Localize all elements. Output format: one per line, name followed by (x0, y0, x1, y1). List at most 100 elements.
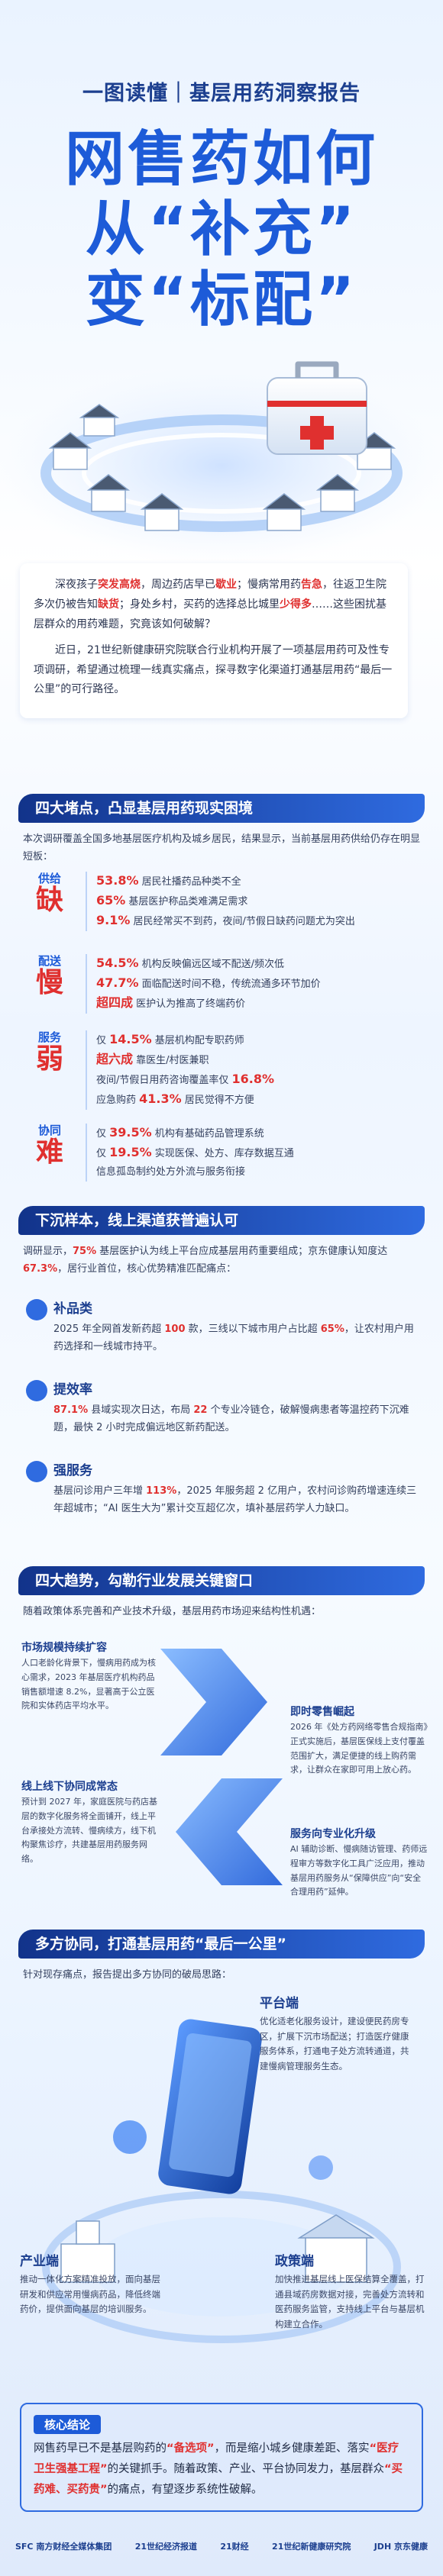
group-label-small: 配送 (37, 954, 61, 968)
group-item: 47.7% 面临配送时间不稳，传统流通多环节加价 (96, 974, 431, 994)
text: 夜间/节假日用药咨询覆盖率仅 (96, 1075, 232, 1086)
group-label-big: 弱 (35, 1043, 63, 1075)
group-items: 仅 14.5% 基层机构配专职药师 超六成 靠医生/村医兼职 夜间/节假日用药咨询覆… (86, 1030, 431, 1110)
group-label: 配送慢 (23, 953, 76, 998)
text: 居民社播药品种类不全 (138, 876, 241, 888)
point-body: 基层问诊用户三年增 113%，2025 年服务超 2 亿用户，农村问诊购药增速连… (23, 1482, 420, 1518)
footer-logo: SFC 南方财经全媒体集团 (15, 2542, 112, 2552)
group-label: 协同难 (23, 1122, 76, 1167)
group-items: 54.5% 机构反映偏远区域不配送/频次低 47.7% 面临配送时间不稳，传统流通… (86, 954, 431, 1014)
group-item: 超六成 靠医生/村医兼职 (96, 1050, 431, 1070)
highlight: 告急 (301, 579, 322, 591)
text: ；身处乡村，买药的选择总比城里 (119, 598, 280, 611)
text: 2025 年全网首发新药超 (53, 1323, 165, 1335)
text: 居民经常买不到药，夜间/节假日缺药问题尤为突出 (130, 916, 355, 927)
party: 平台端 优化适老化服务设计，建设便民药房专区，扩展下沉市场配送；打造医疗健康服务体… (260, 1994, 412, 2074)
subtitle: 一图读懂｜基层用药洞察报告 (82, 82, 361, 105)
trend-title: 市场规模持续扩容 (21, 1642, 107, 1654)
text: 机构有基础药品管理系统 (151, 1128, 264, 1140)
intro-paragraph: 深夜孩子突发高烧，周边药店早已歇业；慢病常用药告急，往返卫生院多次仍被告知缺货；… (34, 575, 394, 635)
text: 调研显示， (23, 1246, 73, 1257)
text: 信息孤岛制约处方外流与服务衔接 (96, 1166, 246, 1178)
group-item: 65% 基层医护称品类难满足需求 (96, 891, 431, 911)
highlight: 歇业 (215, 579, 237, 591)
group-label-big: 慢 (35, 967, 63, 998)
cooperation-art (42, 2019, 401, 2343)
point-body: 2025 年全网首发新药超 100 款，三线以下城市用户占比超 65%，让农村用… (23, 1320, 420, 1356)
highlight: 少得多 (280, 598, 312, 611)
highlight: 41.3% (139, 1091, 182, 1106)
highlight: 53.8% (96, 873, 139, 888)
conclusion: 核心结论 网售药早已不是基层购药的“备选项”，而是缩小城乡健康差距、落实“医疗卫… (20, 2403, 423, 2513)
group-item: 超四成 医护认为推高了终端药价 (96, 994, 431, 1014)
highlight: 缺货 (98, 598, 119, 611)
group-item: 应急购药 41.3% 居民觉得不方便 (96, 1090, 431, 1110)
party-title: 平台端 (260, 1996, 299, 2011)
highlight: “备选项” (167, 2442, 215, 2455)
footer: SFC 南方财经全媒体集团 21世纪经济报道 21财经 21世纪新健康研究院 JDH 京… (15, 2540, 428, 2552)
group-item: 夜间/节假日用药咨询覆盖率仅 16.8% (96, 1070, 431, 1090)
point-icon (26, 1299, 47, 1320)
point: 强服务 基层问诊用户三年增 113%，2025 年服务超 2 亿用户，农村问诊购药… (23, 1459, 420, 1518)
trend-title: 服务向专业化升级 (290, 1828, 376, 1840)
group-label-small: 供给 (37, 872, 61, 885)
highlight: 54.5% (96, 956, 139, 970)
highlight: 47.7% (96, 975, 139, 990)
text: ，往返卫生院多次仍被告知 (34, 579, 386, 611)
trend-body: AI 辅助诊断、慢病随访管理、药师远程审方等数字化工具广泛应用，推动基层用药服务… (290, 1844, 428, 1897)
party-body: 推动一体化方案精准投放，面向基层研发和供应常用慢病药品，降低终端药价，提供面向基… (20, 2274, 160, 2315)
highlight: 113% (146, 1485, 177, 1497)
text: 基层医护称品类难满足需求 (125, 896, 248, 908)
text: ；慢病常用药 (237, 579, 301, 591)
trend-body: 2026 年《处方药网络零售合规指南》正式实施后，基层医保线上支付覆盖范围扩大，… (290, 1722, 428, 1775)
party: 产业端 推动一体化方案精准投放，面向基层研发和供应常用慢病药品，降低终端药价，提供… (20, 2252, 165, 2317)
intro-paragraph: 近日，21世纪新健康研究院联合行业机构开展了一项基层用药可及性专项调研，希望通过… (34, 641, 394, 701)
highlight: “买药难、买药贵” (34, 2462, 403, 2496)
group-item: 53.8% 居民社播药品种类不全 (96, 872, 431, 891)
section-header: 四大堵点，凸显基层用药现实困境 (18, 794, 425, 823)
text: 网售药早已不是基层购药的 (34, 2442, 167, 2455)
highlight: 22 (193, 1404, 208, 1416)
trend: 线上线下协同成常态 预计到 2027 年，家庭医院与药店基层的数字化服务将全面铺开… (21, 1778, 159, 1867)
conclusion-body: 网售药早已不是基层购药的“备选项”，而是缩小城乡健康差距、落实“医疗卫生强基工程… (34, 2439, 409, 2500)
party-body: 加快推进基层线上医保结算全覆盖，打通县域药房数据对接，完善处方流转和医药服务监管… (275, 2274, 425, 2329)
footer-logo: 21财经 (220, 2542, 249, 2552)
group-item: 仅 39.5% 机构有基础药品管理系统 (96, 1124, 431, 1143)
text: 款，三线以下城市用户占比超 (185, 1323, 321, 1335)
text: 深夜孩子 (55, 579, 98, 591)
trend-body: 人口老龄化背景下，慢病用药成为核心需求，2023 年基层医疗机构药品销售额增速 … (21, 1658, 156, 1711)
title-line: 从“补充” (85, 195, 358, 264)
group-label-small: 服务 (37, 1030, 61, 1044)
text: 仅 (96, 1035, 110, 1046)
section-lead: 针对现存痛点，报告提出多方协同的破局思路： (23, 1969, 232, 1981)
text: ，周边药店早已 (141, 579, 215, 591)
group-items: 53.8% 居民社播药品种类不全 65% 基层医护称品类难满足需求 9.1% 居民经… (86, 872, 431, 931)
highlight: 75% (73, 1246, 97, 1257)
text: 的痛点，有望逐步系统性破解。 (107, 2483, 263, 2496)
footer-logo: JDH 京东健康 (373, 2542, 428, 2552)
trend-art (160, 1649, 283, 1885)
point-icon (26, 1380, 47, 1401)
highlight: 87.1% (53, 1404, 89, 1416)
intro-card: 深夜孩子突发高烧，周边药店早已歇业；慢病常用药告急，往返卫生院多次仍被告知缺货；… (20, 563, 408, 719)
highlight: 100 (164, 1323, 186, 1335)
text: ，居行业首位，核心优势精准匹配痛点： (57, 1263, 237, 1275)
trend: 即时零售崛起 2026 年《处方药网络零售合规指南》正式实施后，基层医保线上支付覆… (290, 1704, 428, 1778)
group-item: 信息孤岛制约处方外流与服务衔接 (96, 1163, 431, 1182)
highlight: 超六成 (96, 1052, 134, 1066)
point-body: 87.1% 县域实现次日达，布局 22 个专业冷链仓，破解慢病患者等温控药下沉难… (23, 1401, 420, 1437)
text: 居民觉得不方便 (181, 1095, 254, 1106)
trend-title: 即时零售崛起 (290, 1706, 354, 1718)
group-label-big: 缺 (35, 885, 63, 916)
group-label-small: 协同 (37, 1124, 61, 1137)
trend: 市场规模持续扩容人口老龄化背景下，慢病用药成为核心需求，2023 年基层医疗机构… (21, 1639, 159, 1714)
text: 基层机构配专职药师 (151, 1035, 244, 1046)
text: 医护认为推高了终端药价 (133, 998, 246, 1010)
footer-logo: 21世纪经济报道 (134, 2542, 198, 2552)
highlight: 39.5% (109, 1125, 152, 1140)
text: 仅 (96, 1148, 110, 1159)
text: 基层医护认为线上平台应成基层用药重要组成；京东健康认知度达 (96, 1246, 388, 1257)
header-art (0, 361, 443, 565)
text: 仅 (96, 1128, 110, 1140)
group-item: 54.5% 机构反映偏远区域不配送/频次低 (96, 954, 431, 974)
